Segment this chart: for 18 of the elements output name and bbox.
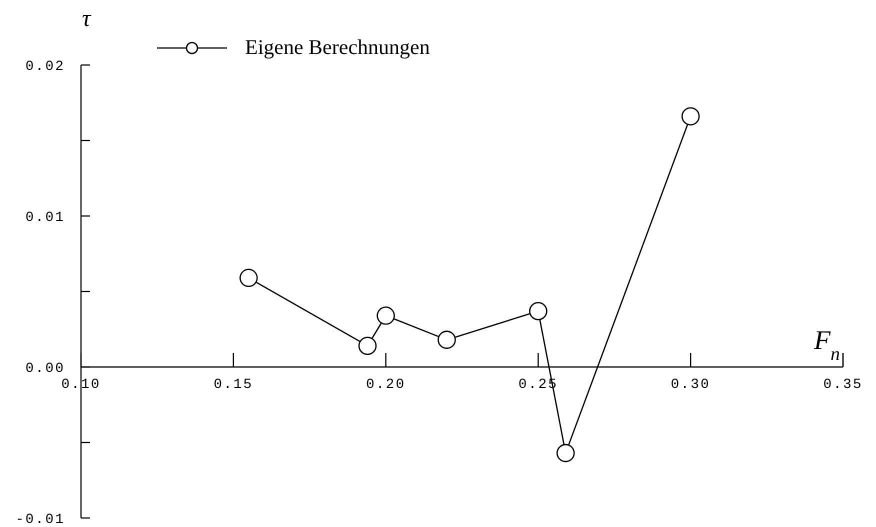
y-axis-title: τ bbox=[82, 6, 92, 32]
legend-label: Eigene Berechnungen bbox=[245, 35, 430, 60]
point bbox=[239, 268, 258, 288]
y-tick-label: 0.01 bbox=[25, 210, 65, 226]
x-tick-label: 0.35 bbox=[823, 377, 863, 393]
x-axis-title: F$_{n}$ bbox=[813, 325, 840, 364]
y-tick-label: -0.01 bbox=[15, 512, 65, 527]
x-tick-label: 0.15 bbox=[214, 377, 254, 393]
point bbox=[681, 107, 700, 126]
x-tick-label: 0.30 bbox=[670, 377, 710, 393]
point bbox=[529, 302, 548, 320]
point bbox=[556, 444, 575, 462]
point bbox=[358, 336, 377, 356]
point bbox=[438, 330, 456, 349]
y-tick-label: 0.02 bbox=[25, 58, 65, 75]
y-tick-label: 0.00 bbox=[25, 360, 65, 377]
x-tick-label: 0.20 bbox=[366, 377, 406, 393]
point bbox=[376, 306, 395, 325]
